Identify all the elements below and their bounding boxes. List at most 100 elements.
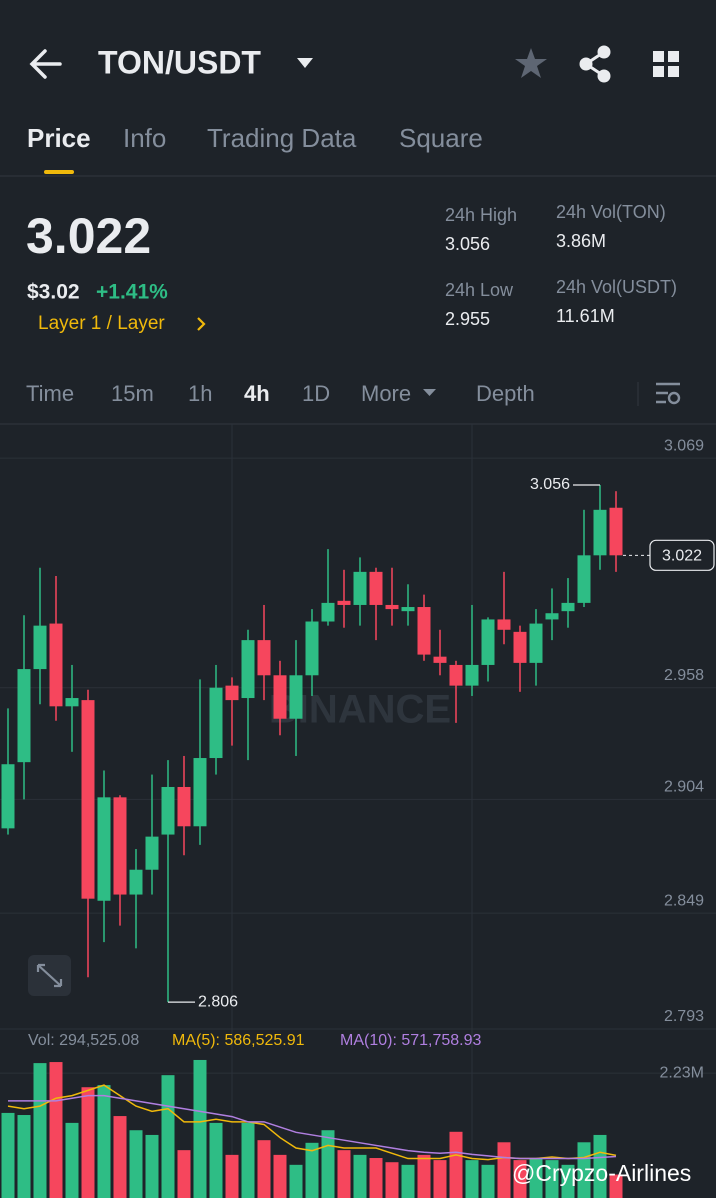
- candle-body: [593, 509, 607, 556]
- volume-bar: [209, 1122, 223, 1198]
- settings-gear: [667, 391, 681, 405]
- candle-body: [273, 675, 287, 719]
- candle-body: [33, 625, 47, 670]
- favorite-star[interactable]: [515, 48, 547, 78]
- share-button[interactable]: [579, 45, 611, 83]
- interval[interactable]: More: [361, 381, 411, 406]
- sector-tag[interactable]: Layer 1 / Layer: [38, 313, 165, 334]
- annotation-label: 2.806: [198, 993, 238, 1010]
- expand-button[interactable]: [28, 955, 71, 996]
- volume-bar: [417, 1154, 431, 1198]
- chart-settings[interactable]: [656, 382, 681, 405]
- volume-bar: [289, 1164, 303, 1198]
- candle-body: [529, 623, 543, 663]
- candle-body: [385, 604, 399, 610]
- interval[interactable]: 1D: [302, 381, 330, 406]
- interval[interactable]: 15m: [111, 381, 154, 406]
- candle-body: [305, 621, 319, 676]
- tab[interactable]: Price: [27, 123, 91, 153]
- tab-underline: [44, 170, 74, 174]
- grid-cell: [668, 51, 679, 62]
- interval[interactable]: 1h: [188, 381, 212, 406]
- volume-bar: [305, 1142, 319, 1198]
- interval[interactable]: Time: [26, 381, 74, 406]
- candle-body: [545, 613, 559, 620]
- stat-label: 24h Vol(TON): [556, 202, 666, 222]
- volume-bar: [145, 1134, 159, 1198]
- volume-bar: [81, 1087, 95, 1198]
- candle-body: [161, 786, 175, 835]
- last-price-label: 3.022: [662, 548, 702, 565]
- y-tick-label: 3.069: [664, 437, 704, 454]
- volume-bar: [497, 1142, 511, 1198]
- volume-bar: [257, 1140, 271, 1198]
- candle-body: [401, 607, 415, 612]
- candle-body: [321, 602, 335, 622]
- candle-body: [177, 786, 191, 827]
- tab[interactable]: Square: [399, 123, 483, 153]
- stat-value: 11.61M: [556, 306, 615, 326]
- grid-cell: [653, 51, 664, 62]
- ma10-line: [8, 1094, 617, 1160]
- stat-value: 3.86M: [556, 231, 606, 251]
- stat-label: 24h Vol(USDT): [556, 277, 677, 297]
- pair-title[interactable]: TON/USDT: [98, 44, 261, 80]
- volume-bar: [1, 1112, 15, 1198]
- y-tick-label: 2.849: [664, 892, 704, 909]
- pair-dropdown[interactable]: [297, 58, 313, 68]
- volume-bar: [513, 1160, 527, 1198]
- candle-body: [513, 631, 527, 663]
- credit: @Crypzo-Airlines: [512, 1160, 691, 1186]
- tab[interactable]: Info: [123, 123, 166, 153]
- volume-bar: [129, 1130, 143, 1198]
- candle-body: [561, 602, 575, 612]
- back-arrow: [29, 49, 62, 79]
- candle-body: [17, 669, 31, 763]
- candle-body: [433, 656, 447, 663]
- interval[interactable]: Depth: [476, 381, 535, 406]
- candle-body: [609, 507, 623, 556]
- candle-body: [49, 623, 63, 707]
- volume-bar: [97, 1085, 111, 1198]
- volume-bar: [593, 1134, 607, 1198]
- interval[interactable]: 4h: [244, 381, 270, 406]
- more-dropdown: [423, 389, 436, 396]
- volume-bar: [321, 1130, 335, 1198]
- candle-body: [481, 619, 495, 665]
- share-lines: [583, 50, 605, 78]
- volume-bar: [481, 1164, 495, 1198]
- candle-body: [417, 607, 431, 655]
- ma10-label: MA(10): 571,758.93: [340, 1032, 482, 1049]
- volume-bar: [65, 1122, 79, 1198]
- price-change: +1.41%: [96, 281, 168, 304]
- ma5-label: MA(5): 586,525.91: [172, 1032, 305, 1049]
- tag-chevron: [197, 317, 206, 331]
- candle-body: [209, 687, 223, 759]
- y-tick-label: 2.23M: [660, 1064, 704, 1081]
- back-button[interactable]: [29, 49, 62, 79]
- volume-bar: [177, 1150, 191, 1198]
- y-tick-label: 2.904: [664, 779, 704, 796]
- candle-body: [497, 619, 511, 630]
- candle-body: [353, 571, 367, 605]
- candle-body: [65, 698, 79, 707]
- volume-bar: [225, 1154, 239, 1198]
- volume-bar: [449, 1131, 463, 1198]
- candle-body: [449, 664, 463, 686]
- volume-bar: [49, 1062, 63, 1198]
- volume-bar: [561, 1164, 575, 1198]
- grid-menu[interactable]: [653, 51, 679, 77]
- candle-body: [289, 675, 303, 719]
- candle-body: [129, 869, 143, 895]
- candle-body: [465, 664, 479, 686]
- volume-bar: [385, 1162, 399, 1198]
- candle-body: [225, 685, 239, 701]
- candle-body: [369, 571, 383, 605]
- last-price: 3.022: [26, 208, 151, 264]
- volume-bar: [609, 1174, 623, 1198]
- stat-label: 24h Low: [445, 280, 514, 300]
- volume-bar: [17, 1115, 31, 1198]
- tab[interactable]: Trading Data: [207, 123, 357, 153]
- settings-lines: [656, 382, 680, 404]
- volume-bar: [353, 1154, 367, 1198]
